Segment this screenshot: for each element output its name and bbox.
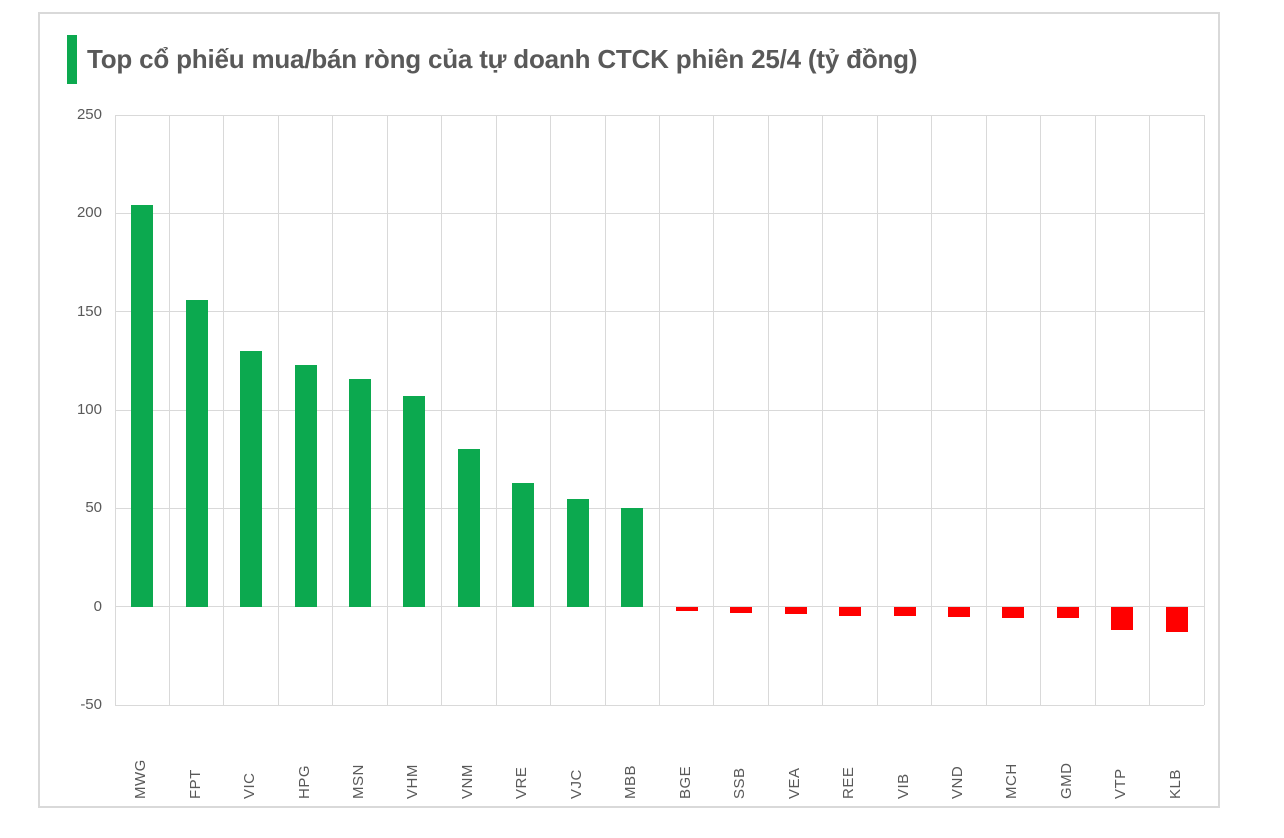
bar-VTP: [1111, 606, 1134, 631]
gridline-vertical: [659, 115, 660, 705]
x-tick-label-VJC: VJC: [567, 769, 585, 799]
bar-MCH: [1002, 606, 1025, 619]
gridline-vertical: [168, 115, 170, 705]
chart-title: Top cổ phiếu mua/bán ròng của tự doanh C…: [87, 44, 918, 74]
gridline-vertical: [1203, 115, 1205, 705]
title-accent-bar: [67, 35, 77, 84]
gridline-vertical: [332, 115, 334, 705]
bar-SSB: [730, 606, 753, 613]
bar-VRE: [512, 482, 535, 607]
gridline-vertical: [931, 115, 933, 705]
y-tick-label: 250: [76, 106, 102, 123]
x-tick-label-REE: REE: [840, 766, 858, 799]
gridline-vertical: [604, 115, 606, 705]
y-tick-label: 100: [76, 401, 102, 418]
bar-MBB: [621, 508, 644, 607]
y-axis-line: [114, 115, 116, 705]
x-tick-label-VRE: VRE: [513, 766, 531, 799]
x-tick-label-MWG: MWG: [132, 759, 150, 799]
bar-FPT: [185, 299, 208, 607]
y-tick-label: 50: [85, 499, 102, 517]
x-tick-label-FPT: FPT: [186, 769, 204, 799]
x-tick-label-SSB: SSB: [731, 767, 749, 799]
gridline-vertical: [1040, 115, 1042, 705]
bar-VJC: [566, 498, 589, 607]
gridline-vertical: [386, 115, 388, 705]
bar-MWG: [131, 205, 154, 607]
bar-VEA: [784, 606, 807, 614]
gridline-vertical: [1094, 115, 1096, 705]
x-tick-label-VHM: VHM: [404, 764, 422, 799]
gridline-vertical: [223, 115, 225, 705]
bar-HPG: [294, 364, 317, 607]
gridline-horizontal: [115, 704, 1204, 706]
plot-area: [114, 114, 1205, 706]
gridline-vertical: [277, 115, 279, 705]
x-tick-label-KLB: KLB: [1166, 769, 1184, 799]
gridline-vertical: [713, 115, 715, 705]
x-tick-label-VND: VND: [948, 765, 966, 799]
x-tick-label-MCH: MCH: [1003, 763, 1021, 799]
bar-BGE: [675, 606, 698, 611]
y-tick-label: 0: [93, 597, 102, 615]
x-tick-label-HPG: HPG: [295, 764, 313, 799]
x-tick-label-MSN: MSN: [350, 764, 368, 799]
x-tick-label-VIB: VIB: [894, 773, 912, 799]
chart-card: Top cổ phiếu mua/bán ròng của tự doanh C…: [38, 12, 1220, 808]
gridline-vertical: [985, 115, 987, 705]
gridline-vertical: [441, 115, 443, 705]
chart-header: Top cổ phiếu mua/bán ròng của tự doanh C…: [67, 35, 918, 84]
gridline-vertical: [550, 115, 552, 705]
bar-VHM: [403, 396, 426, 607]
bar-VIB: [893, 606, 916, 617]
gridline-vertical: [876, 115, 878, 705]
bar-VIC: [240, 351, 263, 607]
bar-VNM: [457, 449, 480, 607]
bar-REE: [839, 606, 862, 616]
gridline-vertical: [767, 115, 769, 705]
y-tick-label: 150: [76, 302, 102, 320]
bar-KLB: [1165, 606, 1188, 633]
x-tick-label-BGE: BGE: [676, 765, 694, 799]
x-tick-label-VTP: VTP: [1112, 768, 1130, 799]
y-tick-label: -50: [80, 696, 102, 713]
gridline-vertical: [1149, 115, 1151, 705]
x-tick-label-VIC: VIC: [241, 772, 259, 799]
bar-GMD: [1056, 606, 1079, 619]
y-tick-label: 200: [76, 204, 102, 222]
x-tick-label-GMD: GMD: [1057, 762, 1075, 800]
gridline-vertical: [495, 115, 497, 705]
bar-VND: [947, 606, 970, 618]
x-tick-label-VNM: VNM: [458, 764, 476, 799]
x-tick-label-VEA: VEA: [785, 767, 803, 799]
bar-MSN: [349, 378, 372, 607]
x-tick-label-MBB: MBB: [622, 764, 640, 799]
gridline-vertical: [822, 115, 824, 705]
